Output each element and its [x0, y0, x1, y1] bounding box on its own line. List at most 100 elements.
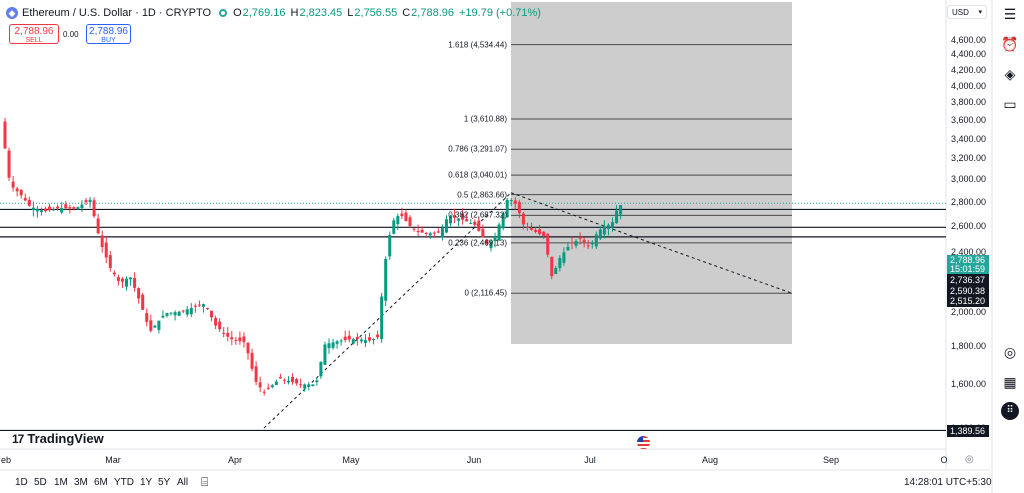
bar-countdown: 15:01:59: [950, 264, 986, 274]
candle-body: [76, 207, 80, 210]
timeframe-5d[interactable]: 5D: [34, 477, 47, 488]
candle-body: [566, 246, 570, 251]
timeframe-1m[interactable]: 1M: [54, 477, 68, 488]
symbol-title[interactable]: Ethereum / U.S. Dollar · 1D · CRYPTO: [22, 7, 212, 19]
timeframe-1d[interactable]: 1D: [15, 477, 28, 488]
price-axis-label: 1,600.00: [950, 379, 986, 390]
tradingview-logo-icon: 17: [12, 431, 24, 446]
candle-body: [72, 207, 76, 209]
candle-body: [521, 213, 525, 225]
sell-button[interactable]: 2,788.96 SELL: [9, 24, 59, 44]
candle-body: [343, 336, 347, 341]
candle-body: [315, 380, 319, 383]
candle-body: [582, 239, 586, 243]
candle-body: [436, 231, 440, 233]
candle-body: [428, 233, 432, 236]
candle-body: [133, 277, 137, 288]
price-axis-label: 4,400.00: [950, 49, 986, 60]
candle-body: [323, 344, 327, 365]
candle-body: [554, 268, 558, 275]
candle-body: [185, 309, 189, 315]
candle-body: [303, 384, 307, 389]
alert-clock-icon[interactable]: ⏰: [1001, 35, 1019, 52]
buy-button[interactable]: 2,788.96 BUY: [86, 24, 131, 44]
candle-body: [457, 218, 461, 221]
layers-icon[interactable]: ◈: [1004, 65, 1016, 82]
candle-body: [157, 320, 161, 330]
price-axis-label: 3,400.00: [950, 133, 986, 144]
candle-body: [339, 340, 343, 342]
date-range-icon[interactable]: ⌸: [201, 475, 209, 489]
chat-icon[interactable]: ▭: [1003, 95, 1017, 112]
level-b-tag: 2,590.38: [947, 285, 989, 297]
candle-body: [64, 204, 68, 209]
fib-level-label: 0.382 (2,687.32): [448, 210, 507, 220]
high-value: 2,823.45: [299, 7, 343, 19]
candle-body: [307, 384, 311, 387]
candle-body: [181, 310, 185, 312]
candle-body: [372, 339, 376, 341]
candle-body: [92, 200, 96, 217]
candle-body: [201, 304, 205, 307]
compass-icon[interactable]: ◎: [1003, 343, 1017, 360]
chevron-down-icon: ▾: [978, 9, 982, 16]
candle-body: [388, 234, 392, 257]
candle-body: [11, 181, 15, 188]
clock-timezone[interactable]: 14:28:01 UTC+5:30: [904, 477, 992, 488]
open-label: O: [233, 7, 242, 19]
price-axis-label: 4,600.00: [950, 35, 986, 45]
candle-body: [266, 387, 270, 389]
candle-body: [287, 380, 290, 383]
level-a-tag: 2,736.37: [947, 274, 989, 286]
fib-level-label: 1.618 (4,534.44): [448, 40, 507, 50]
low-label: L: [347, 7, 354, 19]
timeframe-ytd[interactable]: YTD: [114, 477, 134, 488]
candle-body: [424, 232, 428, 234]
close-label: C: [402, 7, 411, 19]
candle-body: [509, 200, 513, 202]
candle-body: [270, 385, 274, 388]
candle-body: [104, 242, 108, 258]
candle-body: [68, 207, 72, 209]
timeframe-5y[interactable]: 5Y: [158, 477, 171, 488]
level-d-tag: 1,389.56: [947, 425, 989, 437]
candle-body: [262, 391, 266, 393]
candle-body: [80, 204, 84, 209]
last-price-tag: 2,788.96 15:01:59: [947, 255, 989, 274]
price-axis-label: 3,800.00: [950, 97, 986, 108]
timeframe-3m[interactable]: 3M: [74, 477, 88, 488]
candle-body: [376, 334, 380, 338]
candle-body: [611, 222, 614, 228]
apps-grid-icon[interactable]: ⠿: [1000, 401, 1020, 421]
axis-settings-icon[interactable]: ◎: [965, 454, 974, 465]
timeframe-all[interactable]: All: [177, 477, 189, 488]
candle-body: [327, 343, 331, 349]
calendar-icon[interactable]: ▦: [1003, 373, 1017, 390]
candle-body: [299, 384, 303, 386]
currency-label: USD: [952, 8, 969, 17]
candle-body: [234, 340, 238, 342]
price-axis-label: 3,200.00: [950, 153, 986, 164]
x-label-mar: Mar: [105, 455, 121, 465]
currency-selector[interactable]: USD ▾: [947, 5, 987, 19]
fib-level-label: 0.236 (2,469.13): [448, 238, 507, 248]
candle-body: [546, 233, 550, 255]
trend-line-down: [510, 192, 793, 294]
high-label: H: [290, 7, 299, 19]
candle-body: [505, 199, 509, 218]
candle-body: [416, 230, 420, 232]
x-label-aug: Aug: [701, 455, 719, 465]
candle-body: [477, 220, 481, 231]
buy-price: 2,788.96: [89, 26, 128, 37]
candle-body: [214, 318, 218, 326]
candle-body: [473, 221, 477, 225]
candle-body: [100, 235, 104, 248]
timeframe-1y[interactable]: 1Y: [140, 477, 153, 488]
timeframe-6m[interactable]: 6M: [94, 477, 108, 488]
us-flag-event-icon[interactable]: [637, 436, 650, 449]
tradingview-logo[interactable]: 17 TradingView: [12, 431, 104, 446]
candle-body: [218, 321, 222, 330]
watchlist-icon[interactable]: ☰: [1003, 5, 1017, 22]
x-label-may: May: [342, 455, 360, 465]
